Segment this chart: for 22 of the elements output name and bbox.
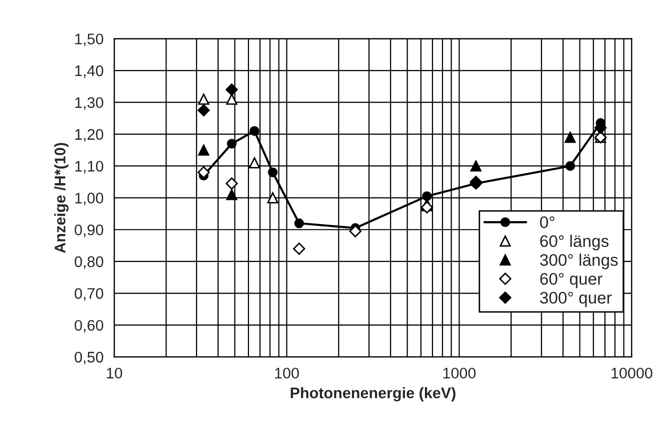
legend-label: 300° quer <box>540 292 612 307</box>
y-tick-label: 1,40 <box>75 65 104 78</box>
x-tick-label: 10000 <box>612 368 652 379</box>
x-axis-title: Photonenenergie (keV) <box>290 387 456 402</box>
y-tick-label: 0,60 <box>74 320 104 333</box>
legend-label: 60° quer <box>540 272 602 288</box>
x-tick-label: 100 <box>275 368 299 379</box>
legend-label: 0° <box>540 216 554 228</box>
y-tick-label: 1,10 <box>75 160 104 174</box>
y-tick-label: 1,00 <box>75 192 104 206</box>
x-tick-label: 10 <box>106 368 122 379</box>
y-tick-label: 0,80 <box>74 256 104 269</box>
y-tick-label: 0,50 <box>74 352 104 364</box>
legend-label: 60° längs <box>540 234 608 250</box>
y-axis-title: Anzeige /H*(10) <box>54 142 69 254</box>
y-tick-label: 1,20 <box>75 129 104 142</box>
y-tick-label: 0,90 <box>74 224 104 238</box>
y-tick-label: 0,70 <box>74 288 104 301</box>
legend-label: 300° längs <box>540 254 618 270</box>
y-tick-label: 1,50 <box>75 34 104 46</box>
y-tick-label: 1,30 <box>75 97 104 110</box>
x-tick-label: 1000 <box>443 368 476 379</box>
